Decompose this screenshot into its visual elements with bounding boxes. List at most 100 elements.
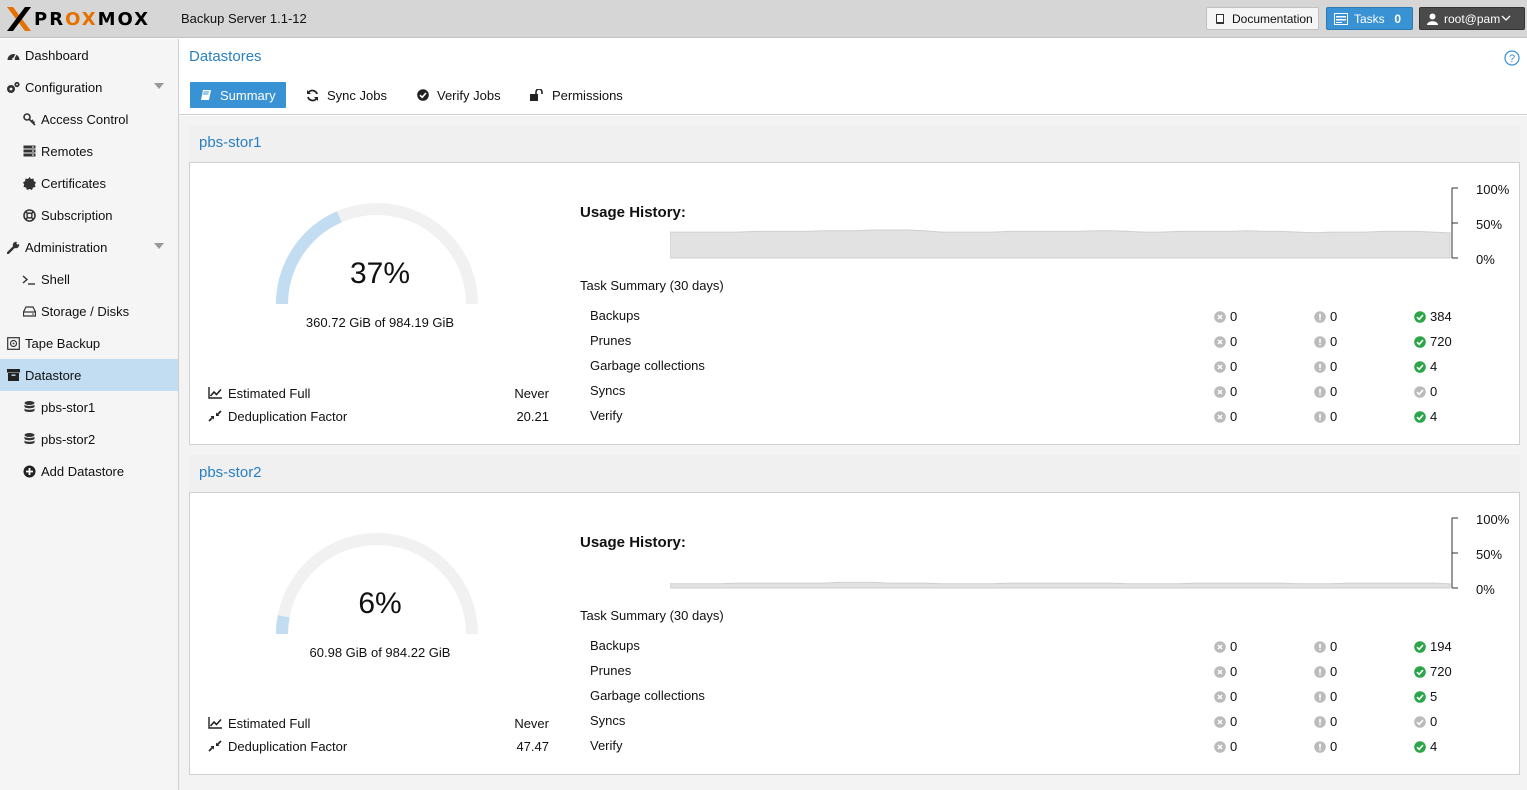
task-ok-count[interactable]: 0: [1414, 384, 1437, 399]
documentation-button[interactable]: Documentation: [1206, 7, 1319, 30]
usage-history-area: [670, 229, 1451, 259]
task-warning-count[interactable]: 0: [1314, 689, 1337, 704]
sidebar-item-datastore[interactable]: Datastore: [0, 359, 178, 391]
task-warning-count[interactable]: 0: [1314, 384, 1337, 399]
sidebar-item-configuration[interactable]: Configuration: [0, 71, 178, 103]
error-status-icon: [1214, 690, 1226, 703]
tab-summary[interactable]: Summary: [190, 82, 286, 108]
collapse-caret-icon[interactable]: [154, 243, 164, 249]
task-error-count[interactable]: 0: [1214, 664, 1237, 679]
datastore-name[interactable]: pbs-stor1: [199, 134, 262, 151]
sidebar-item-add-datastore[interactable]: Add Datastore: [0, 455, 178, 487]
task-ok-count[interactable]: 4: [1414, 359, 1437, 374]
task-ok-count[interactable]: 720: [1414, 334, 1452, 349]
task-error-count[interactable]: 0: [1214, 689, 1237, 704]
app-version: Backup Server 1.1-12: [181, 11, 307, 26]
user-icon: [1427, 13, 1438, 25]
count-value: 0: [1230, 384, 1238, 399]
task-name: Garbage collections: [590, 358, 705, 373]
count-value: 0: [1230, 689, 1238, 704]
task-summary-title: Task Summary (30 days): [580, 278, 724, 293]
task-error-count[interactable]: 0: [1214, 639, 1237, 654]
tab-verify-jobs[interactable]: Verify Jobs: [407, 82, 511, 108]
task-warning-count[interactable]: 0: [1314, 639, 1337, 654]
collapse-caret-icon[interactable]: [154, 83, 164, 89]
sidebar-item-remotes[interactable]: Remotes: [0, 135, 178, 167]
task-summary-row[interactable]: Garbage collections 0 0 5: [590, 686, 1470, 706]
warning-status-icon: [1314, 740, 1326, 753]
tab-permissions[interactable]: Permissions: [520, 82, 633, 108]
task-name: Prunes: [590, 663, 632, 678]
tab-sync-jobs[interactable]: Sync Jobs: [296, 82, 397, 108]
task-ok-count[interactable]: 4: [1414, 739, 1437, 754]
task-ok-count[interactable]: 5: [1414, 689, 1437, 704]
task-warning-count[interactable]: 0: [1314, 359, 1337, 374]
sidebar-item-label: pbs-stor1: [41, 399, 96, 415]
dedup-factor-label: Deduplication Factor: [228, 738, 348, 754]
refresh-icon: [307, 89, 318, 101]
usage-history-area: [670, 581, 1451, 589]
sidebar-item-label: Remotes: [41, 143, 94, 159]
sidebar-item-access-control[interactable]: Access Control: [0, 103, 178, 135]
archive-icon: [6, 368, 20, 382]
task-error-count[interactable]: 0: [1214, 309, 1237, 324]
datastore-name[interactable]: pbs-stor2: [199, 464, 262, 481]
task-error-count[interactable]: 0: [1214, 409, 1237, 424]
sidebar-item-pbs-stor2[interactable]: pbs-stor2: [0, 423, 178, 455]
task-summary-row[interactable]: Prunes 0 0 720: [590, 331, 1470, 351]
task-name: Backups: [590, 638, 640, 653]
task-error-count[interactable]: 0: [1214, 714, 1237, 729]
sidebar-item-administration[interactable]: Administration: [0, 231, 178, 263]
task-ok-count[interactable]: 0: [1414, 714, 1437, 729]
task-summary-row[interactable]: Verify 0 0 4: [590, 406, 1470, 426]
count-value: 0: [1330, 639, 1338, 654]
task-warning-count[interactable]: 0: [1314, 739, 1337, 754]
task-warning-count[interactable]: 0: [1314, 309, 1337, 324]
help-icon[interactable]: ?: [1504, 50, 1520, 66]
task-summary-row[interactable]: Syncs 0 0 0: [590, 711, 1470, 731]
list-alt-icon: [1334, 12, 1348, 25]
task-summary-row[interactable]: Syncs 0 0 0: [590, 381, 1470, 401]
sidebar-item-subscription[interactable]: Subscription: [0, 199, 178, 231]
task-warning-count[interactable]: 0: [1314, 714, 1337, 729]
task-name: Syncs: [590, 383, 626, 398]
warning-status-icon: [1314, 385, 1326, 398]
task-warning-count[interactable]: 0: [1314, 409, 1337, 424]
compress-icon: [208, 740, 222, 752]
task-ok-count[interactable]: 4: [1414, 409, 1437, 424]
task-ok-count[interactable]: 384: [1414, 309, 1452, 324]
task-warning-count[interactable]: 0: [1314, 664, 1337, 679]
sidebar-item-label: Certificates: [41, 175, 107, 191]
task-summary-row[interactable]: Backups 0 0 194: [590, 636, 1470, 656]
task-error-count[interactable]: 0: [1214, 739, 1237, 754]
task-summary-row[interactable]: Backups 0 0 384: [590, 306, 1470, 326]
proxmox-x-icon: [7, 7, 31, 31]
usage-history-chart: [670, 517, 1458, 589]
task-summary-row[interactable]: Garbage collections 0 0 4: [590, 356, 1470, 376]
sidebar-item-storage-disks[interactable]: Storage / Disks: [0, 295, 178, 327]
task-error-count[interactable]: 0: [1214, 334, 1237, 349]
sidebar-item-shell[interactable]: Shell: [0, 263, 178, 295]
count-value: 0: [1330, 309, 1338, 324]
task-summary-row[interactable]: Prunes 0 0 720: [590, 661, 1470, 681]
task-error-count[interactable]: 0: [1214, 384, 1237, 399]
user-menu-button[interactable]: root@pam: [1419, 7, 1525, 30]
task-ok-count[interactable]: 194: [1414, 639, 1452, 654]
task-name: Syncs: [590, 713, 626, 728]
task-warning-count[interactable]: 0: [1314, 334, 1337, 349]
sidebar-item-certificates[interactable]: Certificates: [0, 167, 178, 199]
warning-status-icon: [1314, 665, 1326, 678]
task-error-count[interactable]: 0: [1214, 359, 1237, 374]
ok-status-icon: [1414, 385, 1426, 398]
sidebar-item-pbs-stor1[interactable]: pbs-stor1: [0, 391, 178, 423]
chevron-down-icon: [1501, 15, 1511, 21]
task-ok-count[interactable]: 720: [1414, 664, 1452, 679]
sidebar-item-dashboard[interactable]: Dashboard: [0, 39, 178, 71]
task-summary-row[interactable]: Verify 0 0 4: [590, 736, 1470, 756]
sidebar-item-tape-backup[interactable]: Tape Backup: [0, 327, 178, 359]
count-value: 0: [1230, 664, 1238, 679]
tasks-button[interactable]: Tasks 0: [1326, 7, 1413, 30]
usage-history-chart: [670, 187, 1458, 259]
warning-status-icon: [1314, 715, 1326, 728]
ok-status-icon: [1414, 335, 1426, 348]
